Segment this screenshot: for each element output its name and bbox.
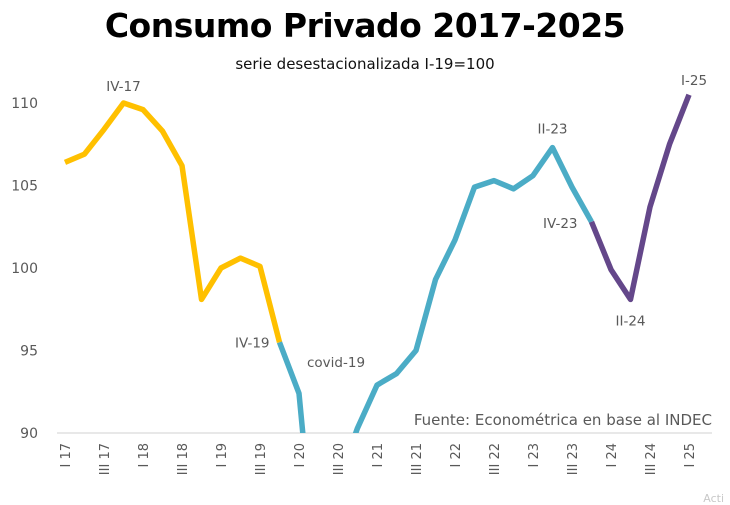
annotation-label: II-24: [615, 313, 645, 329]
y-tick-label: 110: [11, 96, 38, 112]
x-tick-label: III 24: [644, 443, 659, 475]
x-tick-label: III 17: [98, 443, 113, 475]
series-line: [280, 148, 592, 501]
x-tick-label: I 22: [449, 443, 464, 468]
annotation-label: II-23: [537, 122, 567, 138]
annotation-label: IV-19: [235, 335, 269, 351]
x-tick-label: III 18: [176, 443, 191, 475]
x-tick-label: I 23: [527, 443, 542, 468]
x-tick-label: III 19: [254, 443, 269, 475]
y-tick-label: 105: [11, 179, 38, 195]
annotation-label: IV-17: [106, 79, 140, 95]
x-tick-label: III 21: [410, 443, 425, 475]
x-tick-label: I 25: [683, 443, 698, 468]
series-lines: [65, 95, 689, 501]
x-tick-label: I 17: [59, 443, 74, 468]
x-tick-label: I 19: [215, 443, 230, 468]
x-tick-label: III 20: [332, 443, 347, 475]
source-note: Fuente: Econométrica en base al INDEC: [414, 411, 712, 429]
annotations: IV-17 IV-19 covid-19 II-23 IV-23 II-24 I-25: [106, 73, 707, 371]
annotation-label: IV-23: [543, 216, 577, 232]
annotation-label: I-25: [681, 73, 707, 89]
x-tick-label: III 22: [488, 443, 503, 475]
x-tick-label: III 23: [566, 443, 581, 475]
x-tick-label: I 24: [605, 443, 620, 468]
y-tick-label: 100: [11, 261, 38, 277]
y-tick-label: 95: [20, 344, 38, 360]
x-axis: I 17 III 17 I 18 III 18 I 19 III 19 I 20 III 20…: [59, 443, 698, 475]
y-tick-label: 90: [20, 426, 38, 442]
activation-watermark: Acti: [703, 492, 724, 505]
annotation-label: covid-19: [307, 355, 365, 371]
x-tick-label: I 18: [137, 443, 152, 468]
series-line: [65, 103, 280, 342]
x-tick-label: I 21: [371, 443, 386, 468]
x-tick-label: I 20: [293, 443, 308, 468]
series-line: [592, 95, 690, 300]
y-axis: 90 95 100 105 110: [11, 96, 38, 442]
